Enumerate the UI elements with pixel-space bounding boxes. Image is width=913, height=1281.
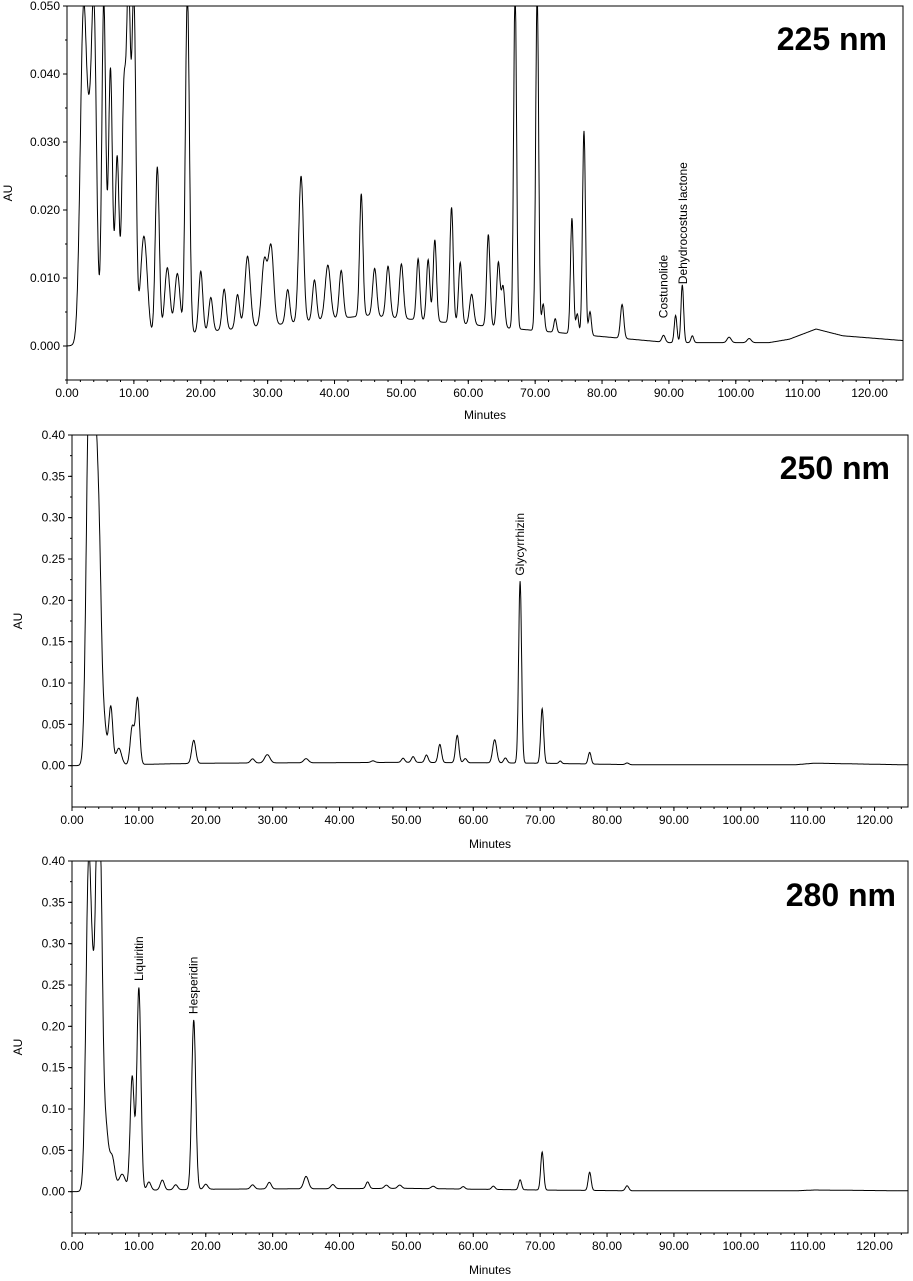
y-tick-label-250nm: 0.30 — [42, 511, 66, 525]
chromatogram-280nm: 0.00 0.05 0.10 0.15 0.20 0.25 0.30 0.35 0.40 0.00… — [0, 854, 913, 1281]
x-tick-label-280nm: 40.00 — [325, 1239, 355, 1253]
y-tick-label-280nm: 0.30 — [42, 937, 66, 951]
chromatogram-trace-225nm — [67, 6, 903, 347]
y-tick-label-280nm: 0.35 — [42, 895, 66, 909]
y-tick-label-280nm: 0.25 — [42, 978, 66, 992]
x-tick-label-225nm: 20.00 — [186, 386, 216, 400]
x-tick-label-280nm: 80.00 — [592, 1239, 622, 1253]
peak-label-dehydrocostus-lactone: Dehydrocostus lactone — [676, 162, 690, 284]
x-tick-label-225nm: 30.00 — [253, 386, 283, 400]
plot-frame-225nm — [66, 5, 904, 381]
chart-svg-280nm: 0.00 0.05 0.10 0.15 0.20 0.25 0.30 0.35 0.40 0.00… — [11, 854, 909, 1277]
chromatogram-trace-280nm — [72, 861, 908, 1193]
x-tick-label-280nm: 50.00 — [391, 1239, 421, 1253]
y-tick-label-280nm: 0.10 — [42, 1102, 66, 1116]
y-tick-label-225nm: 0.050 — [30, 0, 60, 13]
y-tick-label-250nm: 0.05 — [42, 717, 66, 731]
x-tick-label-280nm: 60.00 — [458, 1239, 488, 1253]
y-tick-label-250nm: 0.25 — [42, 552, 66, 566]
y-tick-label-250nm: 0.20 — [42, 593, 66, 607]
x-tick-label-250nm: 50.00 — [391, 813, 421, 827]
x-tick-label-250nm: 80.00 — [592, 813, 622, 827]
x-tick-label-225nm: 120.00 — [851, 386, 888, 400]
peak-label-glycyrrhizin: Glycyrrhizin — [513, 513, 527, 576]
x-tick-label-250nm: 120.00 — [856, 813, 893, 827]
x-tick-label-225nm: 70.00 — [520, 386, 550, 400]
y-axis-label-250nm: AU — [11, 613, 25, 630]
peak-label-costunolide: Costunolide — [657, 254, 671, 318]
x-tick-label-225nm: 10.00 — [119, 386, 149, 400]
chart-svg-250nm: 0.00 0.05 0.10 0.15 0.20 0.25 0.30 0.35 0.40 0.00… — [11, 428, 909, 851]
plot-frame-250nm — [71, 434, 909, 808]
wavelength-label-250nm: 250 nm — [780, 450, 890, 486]
x-tick-label-250nm: 10.00 — [124, 813, 154, 827]
chart-svg-225nm: 0.000 0.010 0.020 0.030 0.040 0.050 0.00 10.00 2… — [1, 0, 904, 422]
x-tick-label-280nm: 90.00 — [659, 1239, 689, 1253]
y-tick-label-225nm: 0.000 — [30, 339, 60, 353]
chromatogram-225nm: 0.000 0.010 0.020 0.030 0.040 0.050 0.00 10.00 2… — [0, 0, 913, 427]
x-tick-label-250nm: 100.00 — [722, 813, 759, 827]
y-tick-label-250nm: 0.00 — [42, 759, 66, 773]
y-tick-label-250nm: 0.15 — [42, 635, 66, 649]
y-tick-label-250nm: 0.35 — [42, 469, 66, 483]
y-tick-label-280nm: 0.00 — [42, 1185, 66, 1199]
x-tick-label-250nm: 90.00 — [659, 813, 689, 827]
y-tick-label-225nm: 0.020 — [30, 203, 60, 217]
x-tick-label-280nm: 30.00 — [258, 1239, 288, 1253]
x-tick-label-280nm: 10.00 — [124, 1239, 154, 1253]
x-axis-label-280nm: Minutes — [469, 1263, 511, 1277]
y-tick-label-225nm: 0.010 — [30, 271, 60, 285]
y-tick-label-225nm: 0.030 — [30, 135, 60, 149]
y-axis-label-225nm: AU — [1, 185, 15, 202]
x-tick-label-280nm: 120.00 — [856, 1239, 893, 1253]
x-tick-label-225nm: 50.00 — [386, 386, 416, 400]
peak-label-hesperidin: Hesperidin — [187, 957, 201, 1014]
x-tick-label-280nm: 110.00 — [790, 1239, 826, 1253]
x-tick-label-225nm: 90.00 — [654, 386, 684, 400]
x-tick-label-280nm: 20.00 — [191, 1239, 221, 1253]
peak-label-liquiritin: Liquiritin — [132, 936, 146, 981]
plot-frame-280nm — [71, 860, 909, 1234]
y-axis-label-280nm: AU — [11, 1039, 25, 1056]
x-axis-label-250nm: Minutes — [469, 837, 511, 851]
x-tick-label-250nm: 60.00 — [458, 813, 488, 827]
x-tick-label-250nm: 30.00 — [258, 813, 288, 827]
x-tick-label-280nm: 0.00 — [60, 1239, 84, 1253]
x-tick-label-225nm: 110.00 — [785, 386, 821, 400]
x-tick-label-280nm: 70.00 — [525, 1239, 555, 1253]
x-tick-label-225nm: 100.00 — [717, 386, 754, 400]
x-tick-label-280nm: 100.00 — [722, 1239, 759, 1253]
x-tick-label-250nm: 0.00 — [60, 813, 84, 827]
x-tick-label-225nm: 80.00 — [587, 386, 617, 400]
y-tick-label-250nm: 0.40 — [42, 428, 66, 442]
x-tick-label-225nm: 40.00 — [320, 386, 350, 400]
x-axis-label-225nm: Minutes — [464, 408, 506, 422]
y-tick-label-280nm: 0.05 — [42, 1143, 66, 1157]
x-tick-label-250nm: 70.00 — [525, 813, 555, 827]
y-tick-label-225nm: 0.040 — [30, 67, 60, 81]
y-tick-label-280nm: 0.15 — [42, 1061, 66, 1075]
chromatogram-trace-250nm — [72, 435, 908, 767]
x-tick-label-225nm: 0.00 — [55, 386, 79, 400]
x-tick-label-250nm: 20.00 — [191, 813, 221, 827]
x-tick-label-225nm: 60.00 — [453, 386, 483, 400]
wavelength-label-225nm: 225 nm — [777, 21, 887, 57]
y-tick-label-280nm: 0.40 — [42, 854, 66, 868]
chromatogram-250nm: 0.00 0.05 0.10 0.15 0.20 0.25 0.30 0.35 0.40 0.00… — [0, 427, 913, 854]
x-tick-label-250nm: 40.00 — [325, 813, 355, 827]
x-tick-label-250nm: 110.00 — [790, 813, 826, 827]
y-tick-label-250nm: 0.10 — [42, 676, 66, 690]
y-tick-label-280nm: 0.20 — [42, 1019, 66, 1033]
wavelength-label-280nm: 280 nm — [786, 877, 896, 913]
